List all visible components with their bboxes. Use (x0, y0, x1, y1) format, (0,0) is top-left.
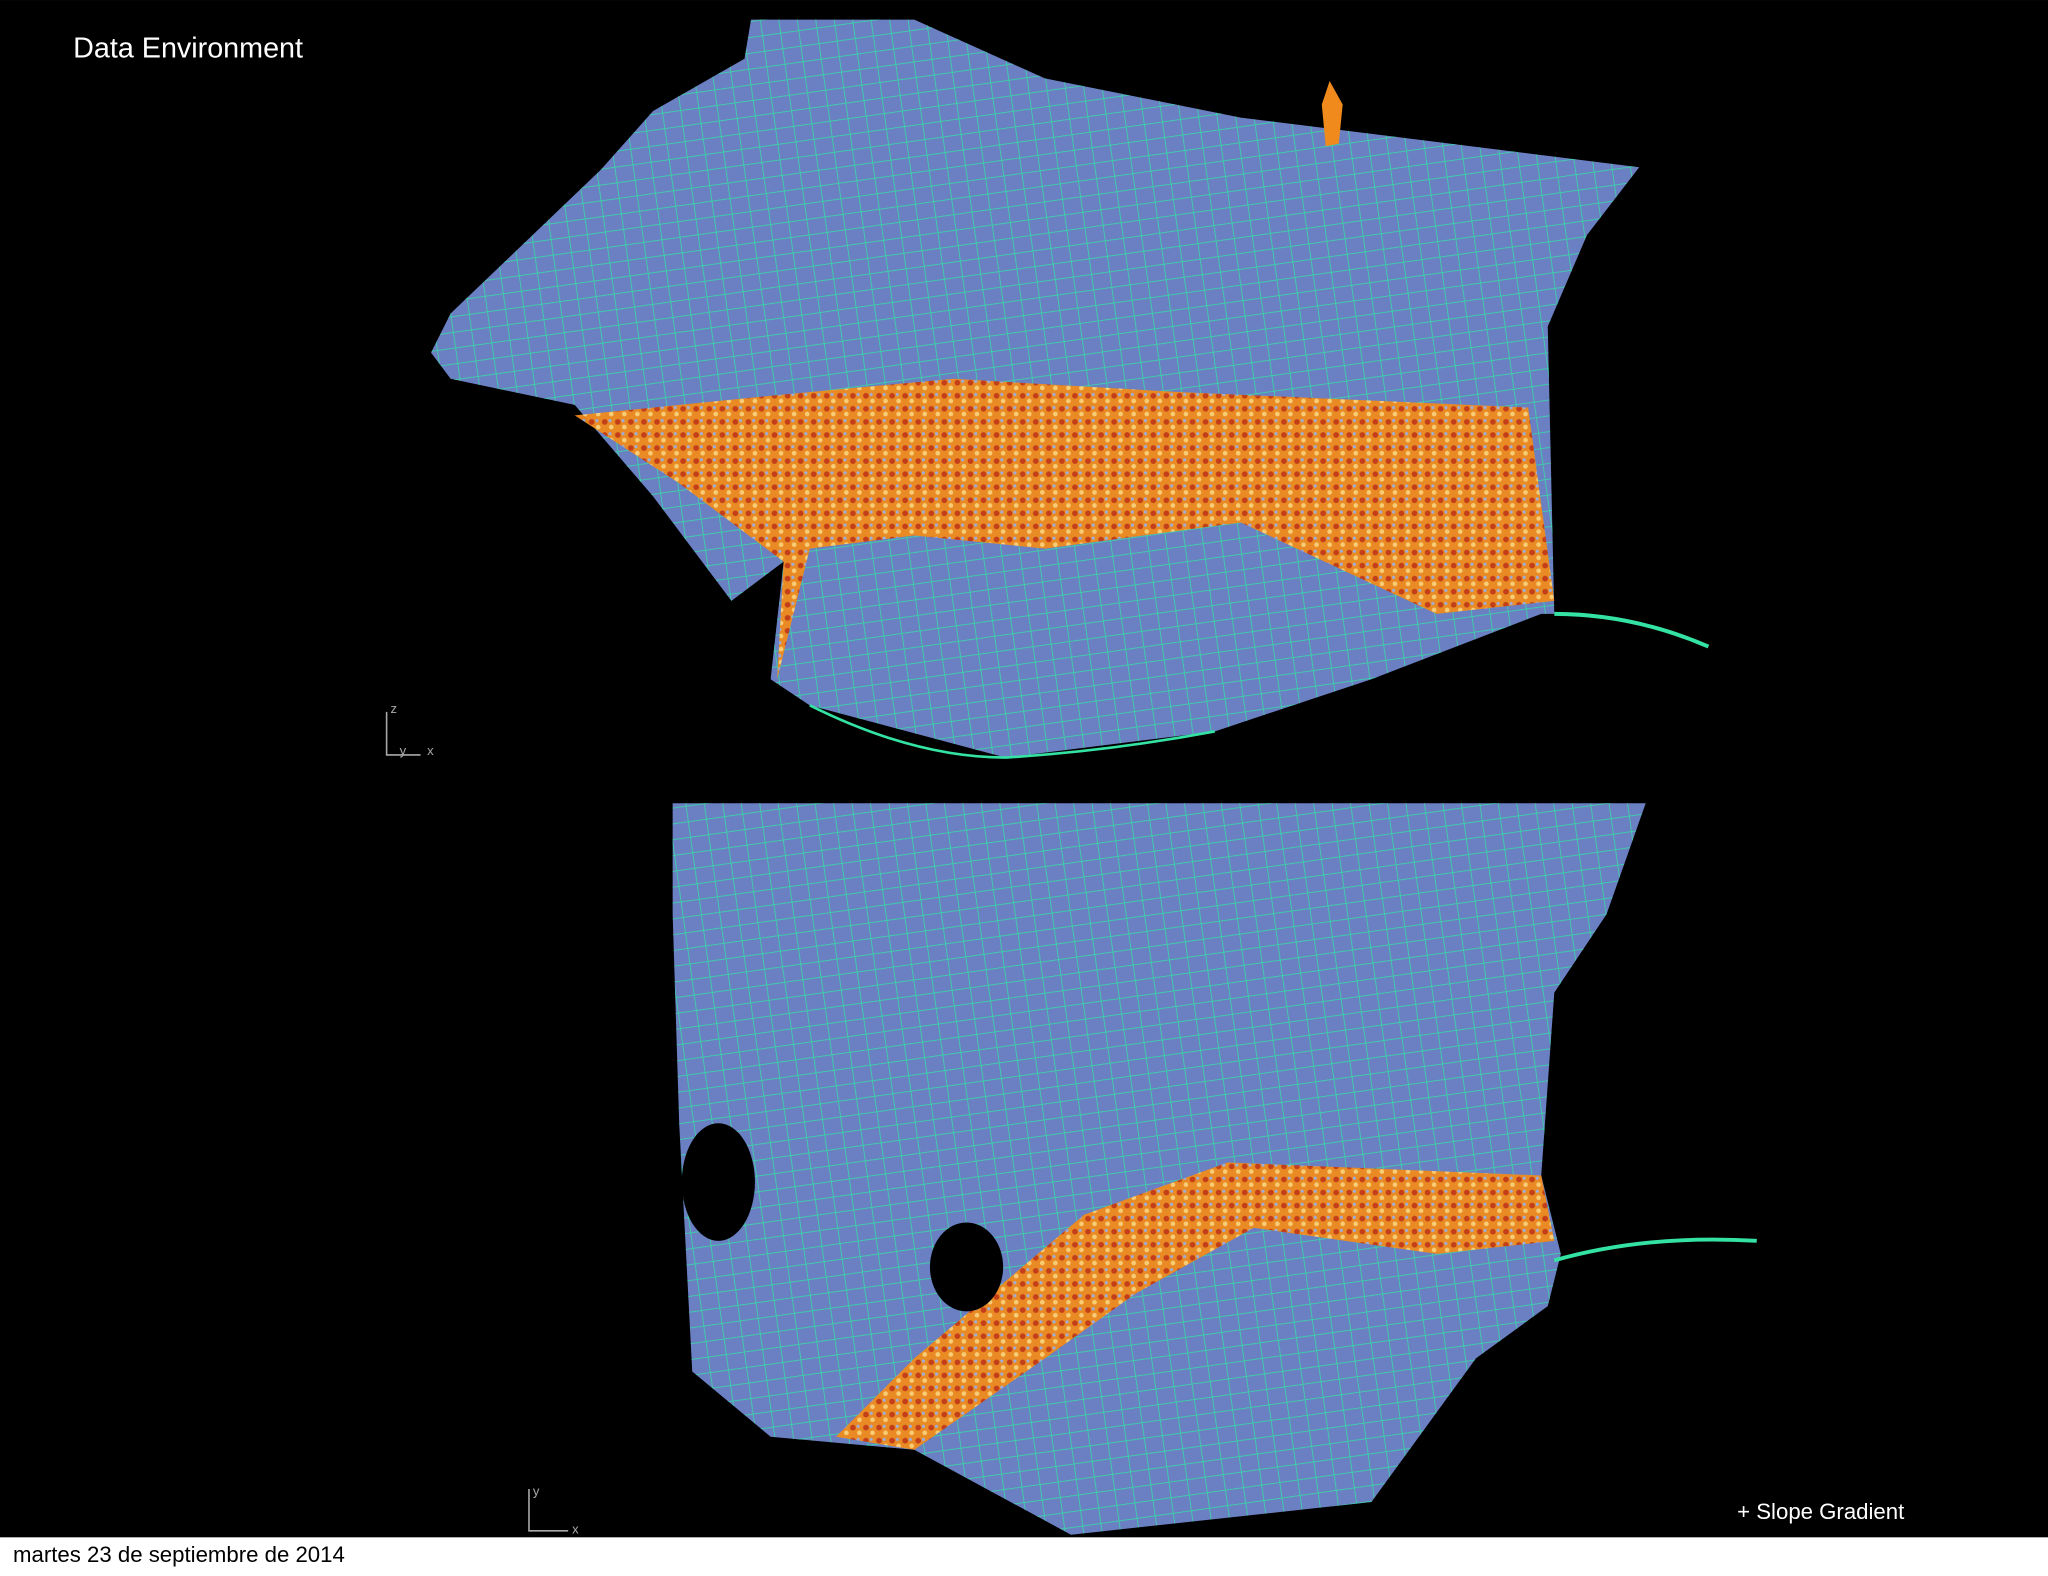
footer-date: martes 23 de septiembre de 2014 (13, 1542, 345, 1567)
axis-label: z (391, 701, 398, 716)
annotation: + Slope Gradient (1737, 1499, 1904, 1524)
axis-label: x (572, 1521, 579, 1536)
top-render (431, 19, 1710, 759)
bottom-render (672, 803, 1757, 1535)
axis-label: x (427, 743, 434, 758)
axis-labels: z y x y x (391, 701, 580, 1536)
axis-label: y (533, 1484, 540, 1499)
axis-label: y (400, 743, 407, 758)
slide-title: Data Environment (73, 32, 303, 64)
axis-icon (385, 711, 569, 1532)
